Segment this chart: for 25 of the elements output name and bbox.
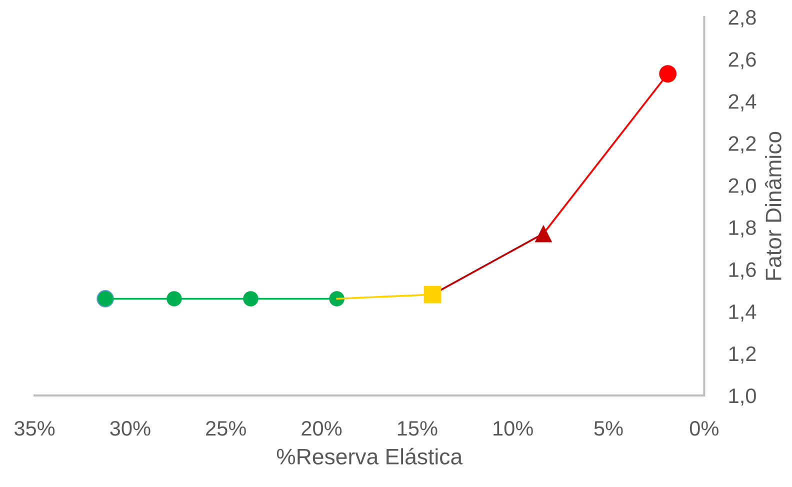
y-tick-label: 1,2 (729, 346, 756, 364)
point (534, 224, 552, 242)
x-tick-label: 15% (398, 421, 438, 436)
y-axis-title: Fator Dinâmico (764, 132, 782, 280)
point (166, 291, 182, 306)
point (243, 291, 258, 306)
y-tick-label: 2,4 (728, 94, 756, 112)
x-tick-label: 30% (110, 420, 150, 436)
x-axis-title: %Reserva Elástica (276, 448, 463, 465)
y-tick-label: 1,0 (729, 388, 756, 406)
x-tick-label: 5% (594, 421, 623, 436)
x-tick-label: 20% (302, 420, 342, 436)
y-tick-label: 2,6 (728, 52, 756, 70)
x-tick-label: 35% (14, 420, 55, 436)
y-tick-label: 1,6 (729, 262, 756, 280)
x-tick-label: 10% (494, 420, 533, 436)
x-tick-label: 25% (206, 420, 246, 436)
y-tick-label: 2,0 (728, 178, 756, 196)
y-tick-label: 1,4 (729, 304, 756, 322)
y-tick-label: 2,2 (728, 136, 756, 154)
point (659, 65, 676, 82)
y-tick-label: 2,8 (728, 10, 756, 28)
point (424, 286, 442, 304)
y-tick-label: 1,8 (729, 220, 756, 238)
x-tick-label: 0% (690, 420, 718, 436)
